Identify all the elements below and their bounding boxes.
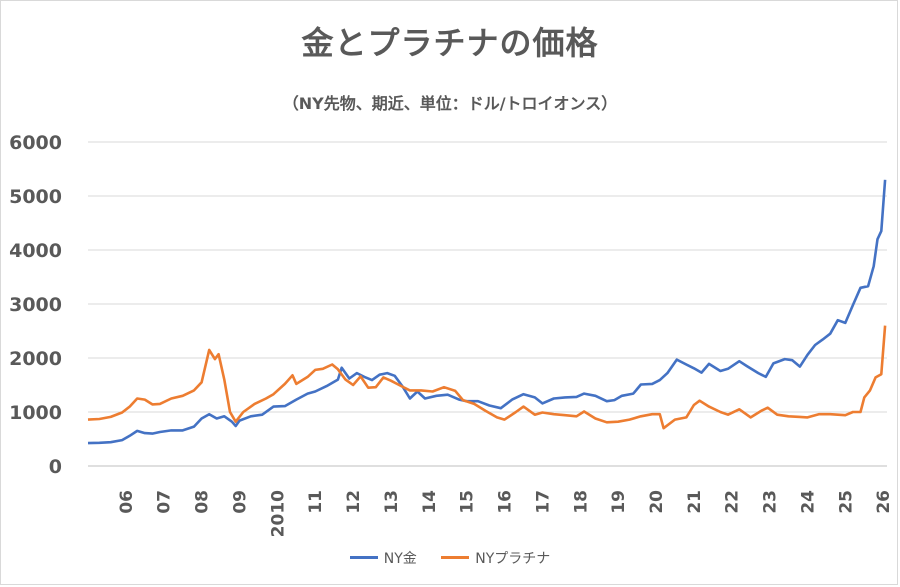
y-axis-ticks: 0 1000 2000 3000 4000 5000 6000 — [9, 132, 62, 478]
x-tick-label: 16 — [496, 490, 516, 514]
x-tick-label: 23 — [761, 490, 781, 514]
legend: NY金 NYプラチナ — [0, 547, 900, 568]
x-tick-label: 2010 — [268, 490, 288, 537]
x-tick-label: 08 — [193, 490, 213, 514]
x-tick-label: 20 — [647, 490, 667, 514]
y-tick-label: 5000 — [9, 186, 62, 208]
x-tick-label: 25 — [836, 490, 856, 514]
x-tick-label: 19 — [609, 490, 629, 514]
legend-swatch-platinum — [441, 556, 470, 559]
y-tick-label: 1000 — [9, 402, 62, 424]
x-tick-label: 06 — [117, 490, 137, 514]
x-tick-label: 24 — [798, 490, 818, 514]
x-axis-ticks: 06 07 08 09 2010 11 12 13 14 15 16 17 18 19 20 21 22 23 24… — [117, 490, 894, 537]
legend-label-gold: NY金 — [383, 550, 417, 567]
x-tick-label: 17 — [533, 490, 553, 514]
x-tick-label: 21 — [685, 490, 705, 514]
chart-subtitle: （NY先物、期近、単位：ドル/トロイオンス） — [282, 94, 618, 113]
x-tick-label: 12 — [344, 490, 364, 514]
x-tick-label: 15 — [458, 490, 478, 514]
series-line-platinum — [87, 325, 887, 430]
y-tick-label: 2000 — [9, 348, 62, 370]
chart-title: 金とプラチナの価格 — [301, 24, 599, 62]
x-tick-label: 11 — [306, 490, 326, 514]
x-tick-label: 14 — [420, 490, 440, 514]
x-tick-label: 13 — [382, 490, 402, 514]
legend-label-platinum: NYプラチナ — [475, 550, 551, 567]
x-tick-label: 09 — [230, 490, 250, 514]
y-tick-label: 6000 — [9, 132, 62, 154]
y-tick-label: 3000 — [9, 294, 62, 316]
series-line-gold — [87, 179, 887, 445]
series-lines — [87, 179, 887, 445]
x-tick-label: 18 — [571, 490, 591, 514]
legend-swatch-gold — [349, 556, 378, 559]
legend-item-platinum: NYプラチナ — [441, 548, 550, 568]
legend-item-gold: NY金 — [349, 548, 417, 568]
x-tick-label: 22 — [723, 490, 743, 514]
x-tick-label: 26 — [874, 490, 894, 514]
x-tick-label: 07 — [155, 490, 175, 514]
y-tick-label: 4000 — [9, 240, 62, 262]
y-tick-label: 0 — [49, 456, 62, 478]
gridlines — [88, 141, 887, 467]
